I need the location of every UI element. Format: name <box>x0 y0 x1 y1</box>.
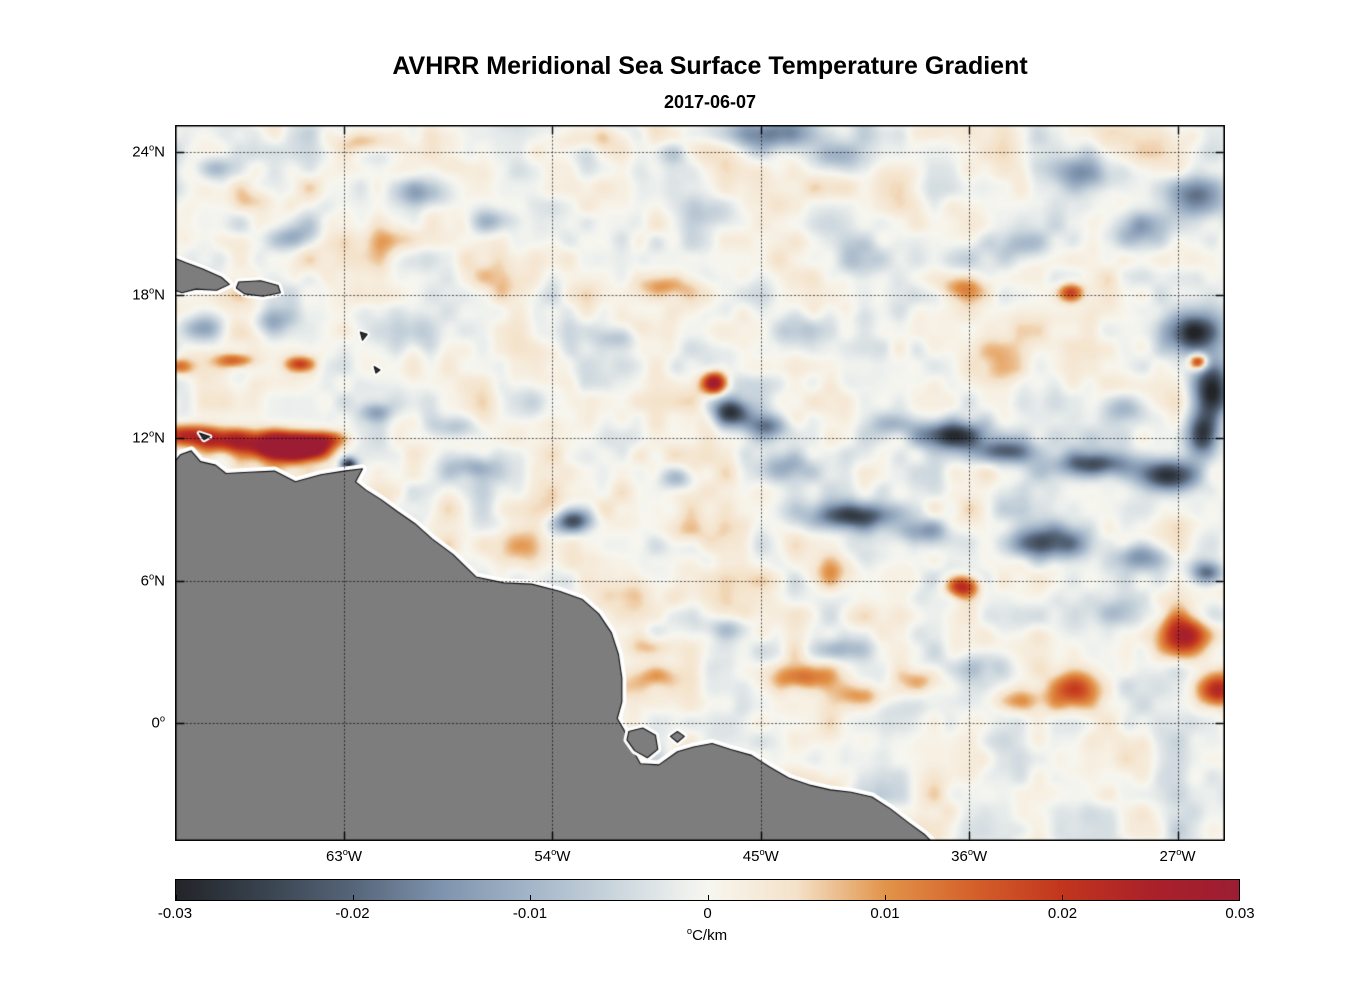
x-tick-label: 36oW <box>951 847 988 865</box>
colorbar-tick-label: 0.01 <box>870 905 900 922</box>
colorbar-tick-mark <box>176 895 177 900</box>
colorbar <box>175 879 1240 901</box>
colorbar-tick-label: 0.03 <box>1225 905 1255 922</box>
colorbar-tick-mark <box>353 895 355 900</box>
colorbar-tick-label: 0.02 <box>1047 905 1078 922</box>
chart-subtitle: 2017-06-07 <box>663 92 757 112</box>
colorbar-tick-label: -0.02 <box>335 905 370 922</box>
colorbar-tick-mark <box>530 895 532 900</box>
colorbar-tick-label: -0.03 <box>157 905 193 922</box>
y-tick-label: 12oN <box>132 428 165 447</box>
y-tick-label: 6oN <box>140 571 165 590</box>
colorbar-tick-mark <box>1061 895 1063 900</box>
colorbar-tick-label: -0.01 <box>512 905 548 922</box>
x-tick-label: 27oW <box>1159 847 1196 865</box>
x-tick-label: 45oW <box>742 847 779 865</box>
y-tick-label: 18oN <box>132 285 165 304</box>
chart-title: AVHRR Meridional Sea Surface Temperature… <box>392 52 1028 80</box>
x-tick-label: 63oW <box>326 847 363 865</box>
colorbar-tick-mark <box>884 895 886 900</box>
y-tick-label: 0o <box>151 713 165 732</box>
y-tick-label: 24oN <box>132 142 165 161</box>
colorbar-tick-mark <box>707 895 709 900</box>
colorbar-tick-label: 0 <box>703 905 712 922</box>
x-tick-label: 54oW <box>534 847 571 865</box>
colorbar-unit-label: oC/km <box>686 926 728 944</box>
sst-gradient-map-canvas <box>175 125 1225 841</box>
colorbar-tick-mark <box>1239 895 1240 900</box>
